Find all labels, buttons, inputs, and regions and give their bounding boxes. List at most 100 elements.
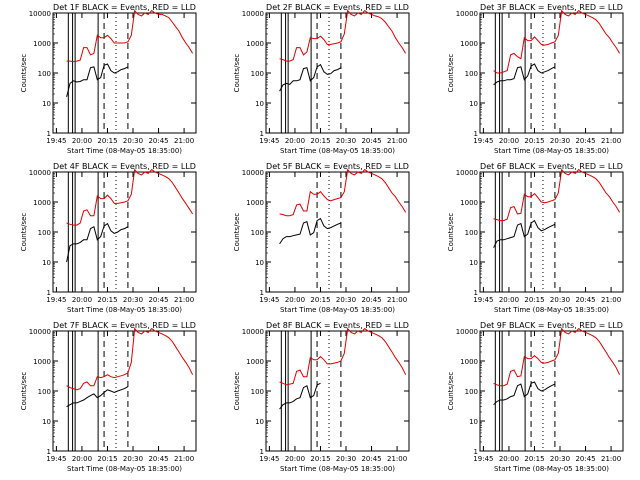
- x-tick-label: 20:45: [575, 296, 595, 304]
- x-tick-label: 19:45: [259, 296, 279, 304]
- y-axis-label: Counts/sec: [20, 372, 28, 411]
- x-axis-label: Start Time (08-May-05 18:35:00): [280, 465, 395, 473]
- x-tick-label: 21:00: [601, 296, 621, 304]
- y-tick-label: 1: [47, 448, 51, 456]
- y-tick-label: 1: [260, 130, 264, 138]
- x-tick-label: 20:30: [550, 455, 570, 463]
- y-tick-label: 10: [255, 259, 264, 267]
- x-tick-label: 21:00: [601, 137, 621, 145]
- x-tick-label: 20:30: [336, 455, 356, 463]
- y-tick-label: 10000: [242, 169, 264, 177]
- y-axis-label: Counts/sec: [447, 54, 455, 93]
- panel-title: Det 4F BLACK = Events, RED = LLD: [53, 162, 196, 171]
- x-tick-label: 19:45: [473, 296, 493, 304]
- panel-title: Det 6F BLACK = Events, RED = LLD: [480, 162, 623, 171]
- x-tick-label: 20:30: [123, 296, 143, 304]
- panel-5: Det 5F BLACK = Events, RED = LLD 1 10 100 10…: [233, 162, 410, 314]
- x-tick-label: 20:15: [524, 296, 544, 304]
- y-tick-label: 100: [465, 388, 478, 396]
- y-tick-label: 10: [255, 100, 264, 108]
- x-tick-label: 20:45: [361, 455, 381, 463]
- y-tick-label: 10: [42, 100, 51, 108]
- plot-frame: [265, 171, 410, 293]
- x-tick-label: 20:30: [336, 137, 356, 145]
- y-axis-label: Counts/sec: [447, 372, 455, 411]
- y-tick-label: 10000: [456, 169, 478, 177]
- y-axis-label: Counts/sec: [233, 54, 241, 93]
- panel-7: Det 7F BLACK = Events, RED = LLD 1 10 100 10…: [20, 321, 197, 473]
- x-tick-label: 20:45: [575, 137, 595, 145]
- y-tick-label: 1000: [246, 199, 264, 207]
- x-tick-label: 20:30: [550, 296, 570, 304]
- panel-2: Det 2F BLACK = Events, RED = LLD 1 10 100 10…: [233, 3, 410, 155]
- x-tick-label: 21:00: [174, 137, 194, 145]
- y-tick-label: 1000: [33, 358, 51, 366]
- y-axis-label: Counts/sec: [447, 213, 455, 252]
- y-tick-label: 1000: [33, 199, 51, 207]
- y-tick-label: 100: [251, 70, 264, 78]
- x-tick-label: 20:15: [97, 455, 117, 463]
- y-tick-label: 10000: [29, 169, 51, 177]
- y-tick-label: 10: [469, 100, 478, 108]
- x-tick-label: 20:15: [310, 137, 330, 145]
- x-tick-label: 20:45: [148, 455, 168, 463]
- y-tick-label: 1000: [246, 358, 264, 366]
- x-axis-label: Start Time (08-May-05 18:35:00): [494, 306, 609, 314]
- y-tick-label: 1: [47, 289, 51, 297]
- x-tick-label: 20:00: [285, 455, 305, 463]
- series-line-events: [493, 63, 556, 86]
- series-line-lld: [279, 9, 407, 62]
- series-line-events: [493, 219, 556, 248]
- series-line-events: [279, 217, 342, 245]
- panel-3: Det 3F BLACK = Events, RED = LLD 1 10 100 10…: [447, 3, 624, 155]
- series-line-lld: [66, 9, 194, 63]
- y-tick-label: 100: [38, 70, 51, 78]
- y-tick-label: 1000: [460, 40, 478, 48]
- panel-title: Det 1F BLACK = Events, RED = LLD: [53, 3, 196, 12]
- y-tick-label: 10: [469, 259, 478, 267]
- panel-6: Det 6F BLACK = Events, RED = LLD 1 10 100 10…: [447, 162, 624, 314]
- plot-frame: [265, 12, 410, 134]
- x-axis-label: Start Time (08-May-05 18:35:00): [280, 147, 395, 155]
- x-axis-label: Start Time (08-May-05 18:35:00): [494, 465, 609, 473]
- x-axis-label: Start Time (08-May-05 18:35:00): [280, 306, 395, 314]
- series-line-lld: [66, 327, 194, 391]
- panel-title: Det 9F BLACK = Events, RED = LLD: [480, 321, 623, 330]
- x-tick-label: 19:45: [473, 137, 493, 145]
- y-tick-label: 100: [251, 388, 264, 396]
- y-tick-label: 10: [255, 418, 264, 426]
- y-tick-label: 1: [260, 448, 264, 456]
- x-tick-label: 20:45: [148, 137, 168, 145]
- y-tick-label: 10: [42, 259, 51, 267]
- y-tick-label: 1000: [460, 199, 478, 207]
- y-tick-label: 10000: [456, 328, 478, 336]
- x-tick-label: 20:00: [72, 137, 92, 145]
- x-tick-label: 21:00: [601, 455, 621, 463]
- x-tick-label: 20:45: [575, 455, 595, 463]
- y-axis-label: Counts/sec: [233, 372, 241, 411]
- x-tick-label: 19:45: [259, 137, 279, 145]
- panel-title: Det 2F BLACK = Events, RED = LLD: [266, 3, 409, 12]
- x-tick-label: 20:45: [361, 137, 381, 145]
- series-line-lld: [493, 327, 621, 387]
- series-line-events: [279, 382, 321, 410]
- y-tick-label: 10000: [456, 10, 478, 18]
- y-tick-label: 1000: [460, 358, 478, 366]
- x-tick-label: 20:15: [97, 137, 117, 145]
- y-tick-label: 100: [38, 229, 51, 237]
- y-tick-label: 1: [474, 130, 478, 138]
- y-tick-label: 100: [251, 229, 264, 237]
- series-line-events: [66, 222, 129, 263]
- plot-frame: [479, 171, 624, 293]
- x-tick-label: 20:00: [285, 296, 305, 304]
- panel-8: Det 8F BLACK = Events, RED = LLD 1 10 100 10…: [233, 321, 410, 473]
- y-axis-label: Counts/sec: [233, 213, 241, 252]
- x-tick-label: 20:00: [499, 455, 519, 463]
- x-tick-label: 19:45: [473, 455, 493, 463]
- y-tick-label: 1: [260, 289, 264, 297]
- y-tick-label: 10000: [242, 328, 264, 336]
- x-tick-label: 20:30: [123, 137, 143, 145]
- series-line-events: [66, 63, 129, 98]
- x-tick-label: 20:30: [550, 137, 570, 145]
- series-line-events: [279, 63, 342, 92]
